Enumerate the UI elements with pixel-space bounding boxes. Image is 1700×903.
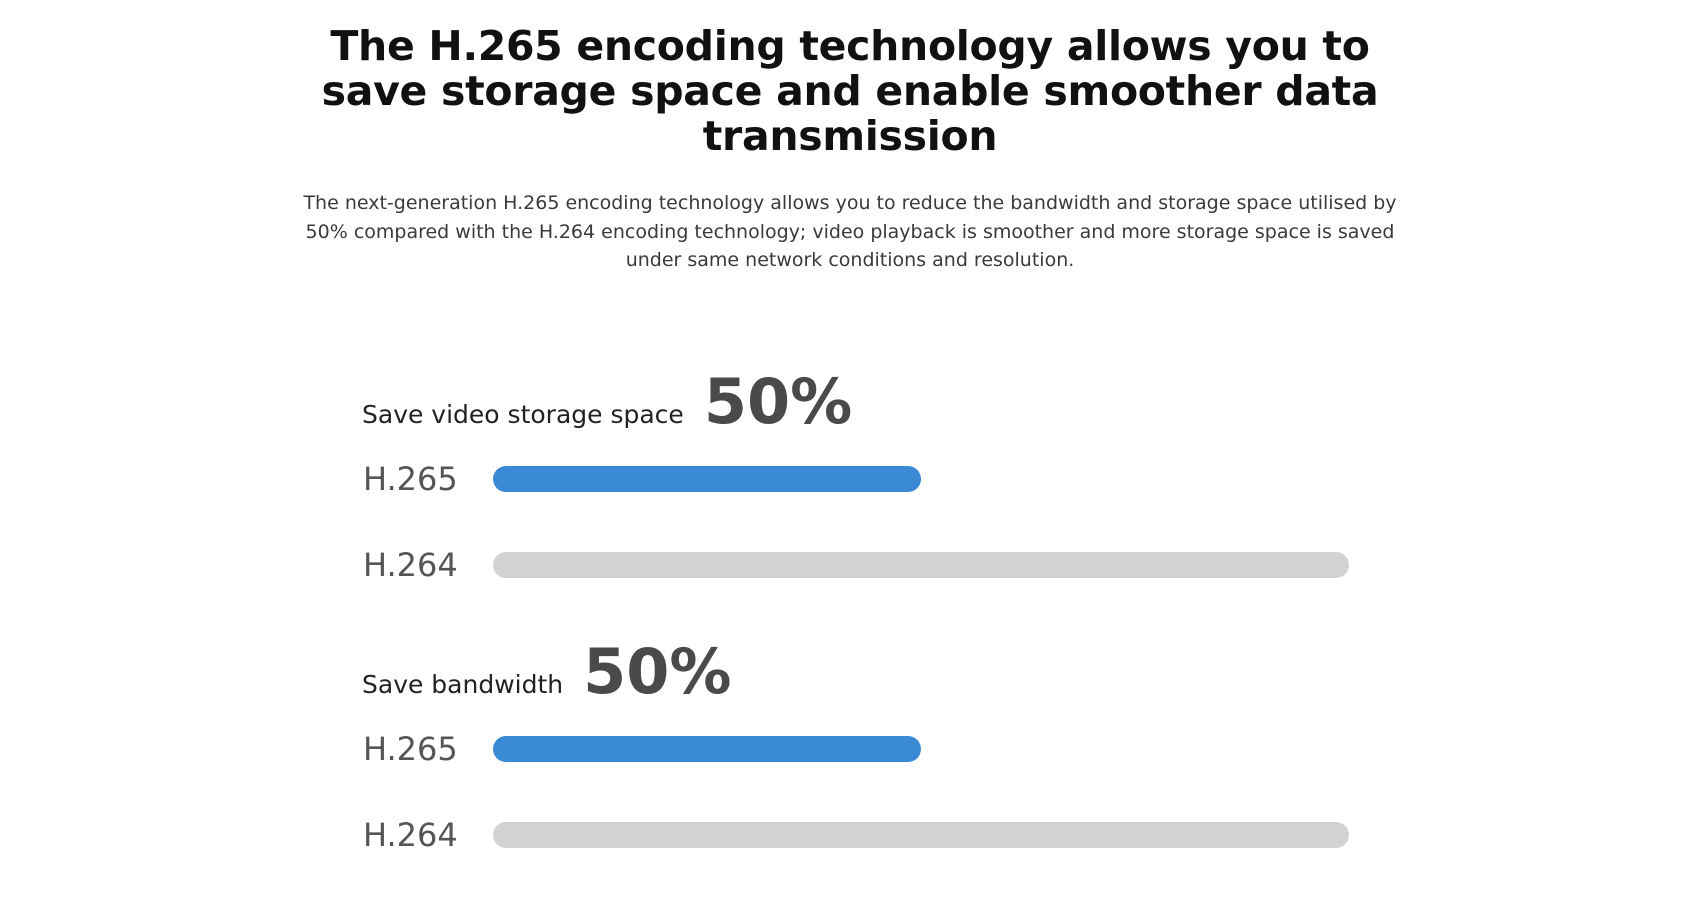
bar-track-h264 [493, 552, 1349, 578]
page-title: The H.265 encoding technology allows you… [321, 22, 1379, 160]
bar-save-video-storage-space-h265 [493, 466, 921, 492]
bar-track-h265 [493, 466, 1349, 492]
bar-save-bandwidth-h264 [493, 822, 1349, 848]
metric-value: 50% [703, 365, 853, 438]
bar-save-bandwidth-h265 [493, 736, 921, 762]
bar-label-h264: H.264 [363, 816, 458, 854]
bar-label-h264: H.264 [363, 546, 458, 584]
metric-label: Save bandwidth [362, 670, 564, 699]
page-description: The next-generation H.265 encoding techn… [303, 192, 1397, 271]
metric-title-save-video-storage-space: Save video storage space 50% [362, 365, 852, 438]
bar-save-video-storage-space-h264 [493, 552, 1349, 578]
metric-value: 50% [583, 635, 732, 708]
metric-label: Save video storage space [362, 400, 684, 429]
bar-label-h265: H.265 [363, 460, 458, 498]
bar-label-h265: H.265 [363, 730, 458, 768]
bar-track-h265 [493, 736, 1349, 762]
metric-title-save-bandwidth: Save bandwidth 50% [362, 635, 732, 708]
bar-track-h264 [493, 822, 1349, 848]
